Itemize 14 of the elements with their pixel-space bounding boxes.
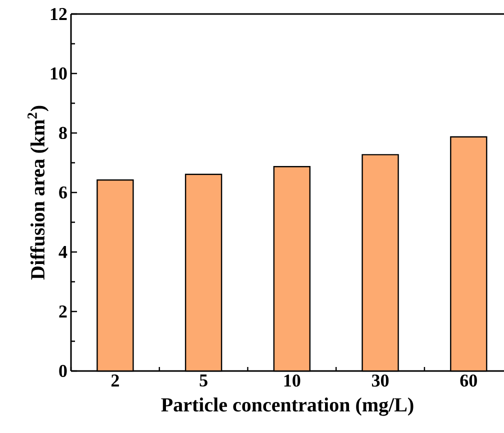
y-axis-title: Diffusion area (km$^{2}$) xyxy=(28,106,49,280)
x-tick-label: 60 xyxy=(460,374,477,387)
y-tick-label: 6 xyxy=(59,186,67,199)
y-tick-label: 8 xyxy=(59,126,67,140)
x-tick-label: 30 xyxy=(372,374,389,387)
y-tick-label: 0 xyxy=(59,364,67,378)
y-tick-label: 2 xyxy=(59,306,67,318)
x-tick-label: 5 xyxy=(200,374,208,386)
x-tick-label: 2 xyxy=(111,374,119,386)
x-tick-label: 10 xyxy=(284,374,300,387)
x-axis-title: Particle concentration (mg/L) xyxy=(161,398,414,416)
y-tick-label: 12 xyxy=(50,8,67,20)
y-tick-label: 10 xyxy=(50,67,67,80)
y-tick-label: 4 xyxy=(58,246,68,258)
